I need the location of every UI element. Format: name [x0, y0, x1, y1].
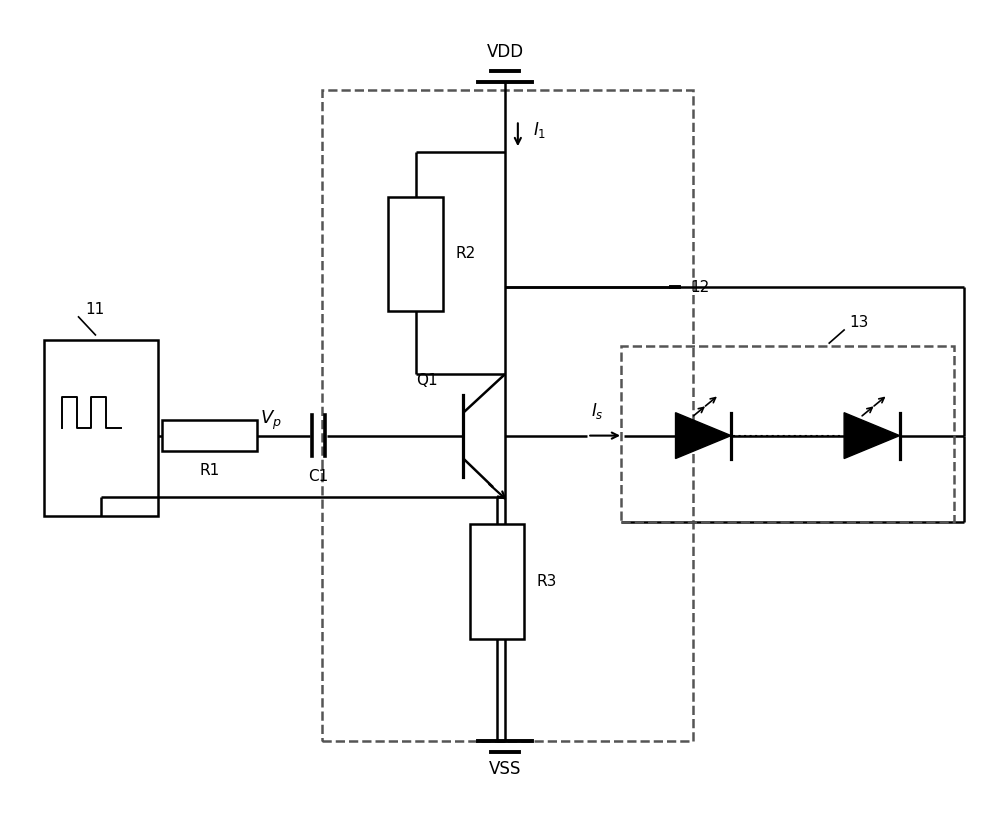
Bar — [621, 347, 954, 522]
Bar — [388, 197, 443, 311]
Text: R1: R1 — [199, 463, 220, 478]
Text: 11: 11 — [85, 302, 105, 317]
Text: $V_p$: $V_p$ — [260, 409, 282, 433]
Text: R3: R3 — [537, 574, 557, 589]
Text: C1: C1 — [308, 469, 329, 484]
Text: R2: R2 — [455, 246, 476, 261]
Text: VSS: VSS — [489, 760, 521, 777]
Text: $I_1$: $I_1$ — [533, 120, 546, 140]
Text: 12: 12 — [690, 280, 710, 295]
Polygon shape — [676, 413, 731, 458]
Bar — [44, 340, 158, 516]
Text: Q1: Q1 — [416, 373, 437, 388]
Bar — [470, 524, 524, 638]
Text: VDD: VDD — [486, 43, 524, 61]
Polygon shape — [844, 413, 900, 458]
Bar — [322, 90, 693, 741]
Bar — [162, 420, 257, 452]
Text: 13: 13 — [849, 315, 868, 330]
Text: $I_s$: $I_s$ — [591, 401, 604, 421]
